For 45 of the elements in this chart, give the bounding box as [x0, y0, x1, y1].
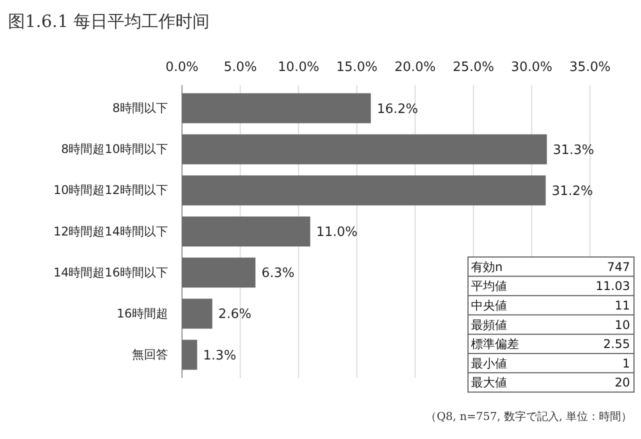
x-tick-label: 10.0% — [278, 60, 320, 75]
data-label: 11.0% — [316, 225, 358, 240]
x-tick-label: 25.0% — [452, 60, 494, 75]
y-tick-label: 無回答 — [132, 348, 168, 362]
data-label: 16.2% — [376, 102, 418, 117]
bar — [182, 216, 310, 246]
text: 20 — [614, 376, 630, 390]
text: 11.03 — [596, 279, 630, 294]
y-tick-label: 8時間超10時間以下 — [61, 142, 168, 156]
text: 1 — [622, 356, 630, 370]
text: （Q8, n=757, 数字で記入, 単位：時間） — [426, 410, 632, 423]
text: 11 — [614, 298, 630, 312]
x-tick-label: 5.0% — [224, 60, 257, 75]
bar — [182, 258, 256, 288]
x-tick-label: 15.0% — [336, 60, 378, 75]
x-tick-label: 35.0% — [569, 60, 611, 75]
x-tick-label: 30.0% — [511, 60, 552, 75]
bar — [182, 134, 547, 164]
annotation: 最頻値 — [471, 318, 507, 332]
x-tick-label: 0.0% — [165, 60, 199, 75]
y-tick-label: 14時間超16時間以下 — [53, 265, 168, 280]
text: 2.55 — [603, 337, 630, 352]
bar — [182, 340, 198, 370]
y-tick-label: 12時間超14時間以下 — [53, 224, 168, 238]
annotation: 有効n — [471, 260, 503, 274]
x-tick-label: 20.0% — [394, 60, 436, 75]
annotation: 平均値 — [471, 279, 507, 294]
data-label: 6.3% — [261, 266, 294, 282]
data-label: 31.2% — [552, 184, 594, 199]
annotation: 最小値 — [471, 356, 507, 370]
y-tick-label: 8時間以下 — [112, 101, 168, 116]
annotation: 最大値 — [471, 376, 507, 390]
y-tick-label: 10時間超12時間以下 — [53, 183, 168, 198]
bar — [182, 298, 212, 329]
y-tick-label: 16時間超 — [116, 306, 168, 321]
text: 747 — [607, 260, 630, 274]
annotation: 標準偏差 — [471, 337, 519, 352]
data-label: 2.6% — [218, 307, 252, 322]
bar — [182, 93, 371, 124]
data-label: 1.3% — [203, 348, 236, 364]
data-label: 31.3% — [552, 142, 594, 158]
text: 10 — [614, 318, 630, 332]
chart-title: 图1.6.1 每日平均工作时间 — [8, 12, 210, 32]
annotation: 中央値 — [471, 298, 507, 312]
bar — [182, 175, 546, 206]
